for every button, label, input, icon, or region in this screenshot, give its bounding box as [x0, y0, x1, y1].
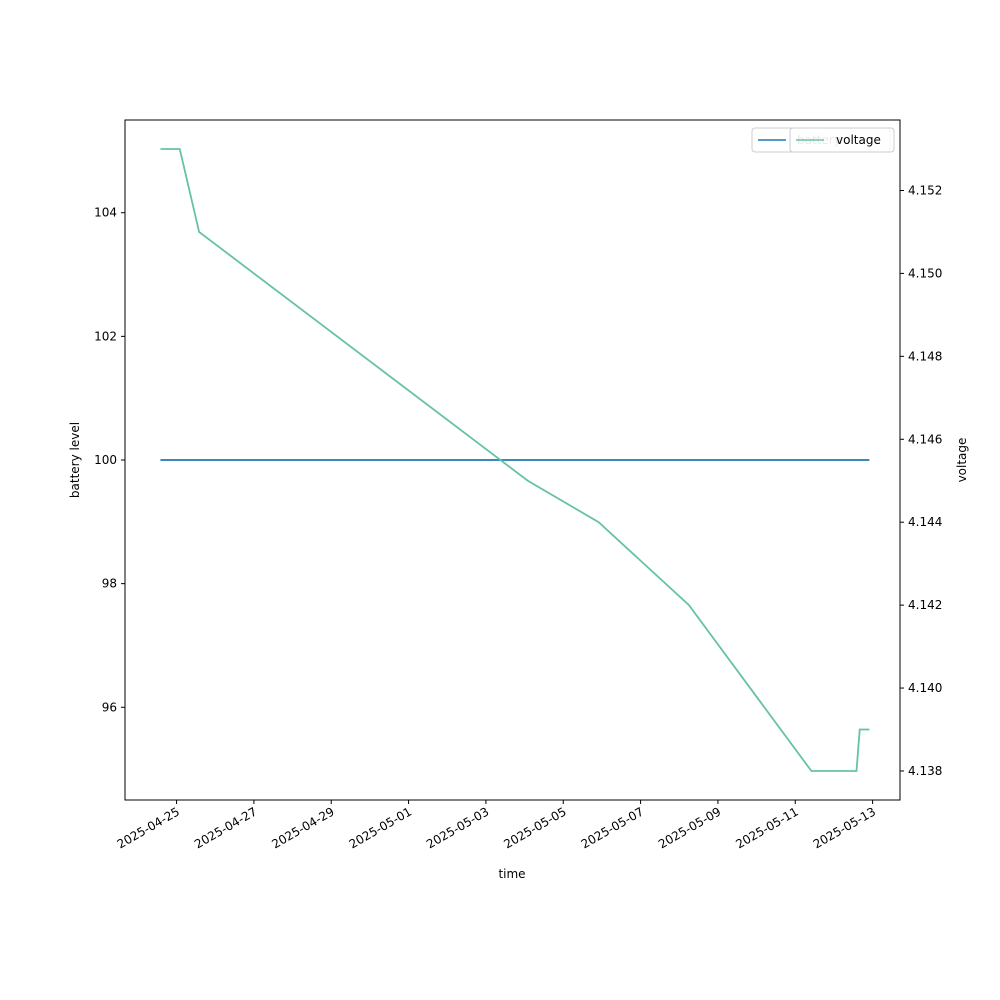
legend-voltage: voltage	[789, 127, 895, 153]
series-layer	[160, 148, 870, 772]
y-axis-left: 96 98 100 102 104	[94, 206, 125, 714]
y-right-tick-label: 4.140	[908, 681, 942, 695]
y-axis-right-label: voltage	[955, 438, 969, 483]
y-left-tick-label: 98	[102, 577, 117, 591]
y-axis-left-label: battery level	[68, 422, 82, 498]
y-right-tick-label: 4.150	[908, 266, 942, 280]
y-left-tick-label: 96	[102, 700, 117, 714]
x-axis-label: time	[498, 867, 525, 881]
y-left-tick-label: 104	[94, 206, 117, 220]
y-right-tick-label: 4.148	[908, 349, 942, 363]
legend-voltage-box	[789, 127, 895, 153]
y-left-tick-label: 102	[94, 329, 117, 343]
y-right-tick-label: 4.152	[908, 183, 942, 197]
y-right-tick-label: 4.144	[908, 515, 942, 529]
legend-voltage-label: voltage	[836, 133, 881, 147]
y-axis-right: 4.138 4.140 4.142 4.144 4.146 4.148 4.150 4.152	[900, 183, 942, 778]
y-right-tick-label: 4.138	[908, 764, 942, 778]
y-right-tick-label: 4.146	[908, 432, 942, 446]
y-left-tick-label: 100	[94, 453, 117, 467]
y-right-tick-label: 4.142	[908, 598, 942, 612]
series-line-voltage	[160, 148, 870, 772]
